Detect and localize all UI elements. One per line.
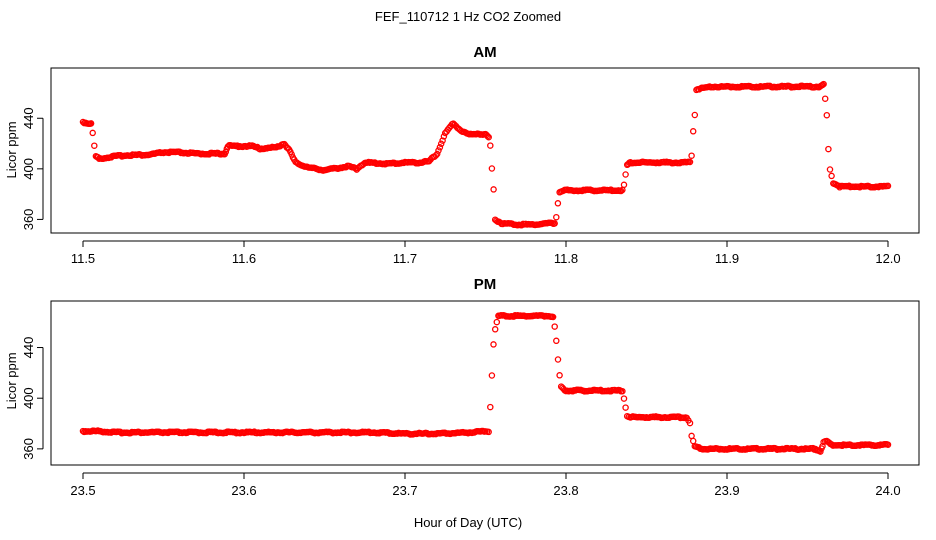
data-point <box>884 441 892 448</box>
data-point <box>825 145 832 153</box>
x-tick-label: 23.9 <box>714 483 739 498</box>
y-tick-label: 360 <box>21 209 36 231</box>
data-point <box>826 166 834 173</box>
panel-am-y-axis: 360 400 440 <box>21 107 44 231</box>
data-point <box>553 213 560 221</box>
data-point <box>551 323 558 330</box>
data-point <box>490 341 497 348</box>
data-point <box>554 356 562 363</box>
x-tick-label: 23.7 <box>392 483 417 498</box>
data-point <box>686 419 694 427</box>
data-point <box>622 171 629 178</box>
data-point <box>689 128 697 135</box>
panel-am-x-axis: 11.5 11.6 11.7 11.8 11.9 12.0 <box>71 240 901 266</box>
data-point <box>688 432 695 440</box>
data-point <box>554 200 562 207</box>
panel-pm: PM 23.5 23.6 23.7 23.8 23.9 24.0 360 400 440 Li… <box>4 276 920 498</box>
x-tick-label: 23.8 <box>553 483 578 498</box>
data-point <box>436 144 444 151</box>
panel-am-title: AM <box>473 44 496 61</box>
data-point <box>437 140 445 148</box>
data-point <box>484 132 491 140</box>
data-point <box>433 150 441 158</box>
x-tick-label: 11.6 <box>232 251 256 266</box>
data-point <box>91 142 98 149</box>
y-tick-label: 400 <box>21 387 36 409</box>
x-tick-label: 11.9 <box>715 251 739 266</box>
data-point <box>485 428 492 436</box>
data-point <box>686 158 694 166</box>
panel-pm-title: PM <box>474 276 497 293</box>
panel-am-points <box>79 80 892 229</box>
data-point <box>817 448 824 455</box>
data-point <box>691 111 699 119</box>
panel-pm-plot-box <box>50 300 920 466</box>
y-tick-label: 360 <box>21 438 36 460</box>
data-point <box>619 387 626 395</box>
y-tick-label: 440 <box>21 337 36 359</box>
data-point <box>620 181 628 189</box>
data-point <box>823 111 831 119</box>
panel-am-plot-box <box>50 67 920 234</box>
data-point <box>493 318 501 326</box>
y-tick-label: 440 <box>21 107 36 129</box>
data-point <box>487 142 494 149</box>
panel-am-y-label: Licor ppm <box>4 121 19 178</box>
figure-title: FEF_110712 1 Hz CO2 Zoomed <box>375 9 561 24</box>
panel-pm-x-axis: 23.5 23.6 23.7 23.8 23.9 24.0 <box>70 472 901 498</box>
data-point <box>440 133 448 140</box>
data-point <box>439 137 446 144</box>
x-tick-label: 11.8 <box>554 251 578 266</box>
data-point <box>491 326 499 333</box>
data-point <box>87 120 95 127</box>
data-point <box>828 172 835 180</box>
x-tick-label: 23.5 <box>70 483 95 498</box>
panel-am: AM 11.5 11.6 11.7 11.8 11.9 12.0 360 400 440 Li… <box>4 44 920 266</box>
panel-pm-y-axis: 360 400 440 <box>21 337 44 460</box>
data-point <box>488 165 496 172</box>
data-point <box>89 129 96 137</box>
data-point <box>884 182 892 190</box>
data-point <box>487 403 494 411</box>
data-point <box>819 442 826 450</box>
data-point <box>488 372 496 379</box>
data-point <box>490 186 497 193</box>
panel-pm-points <box>79 312 892 455</box>
data-point <box>689 437 697 445</box>
x-tick-label: 23.6 <box>231 483 256 498</box>
data-point <box>688 152 695 159</box>
data-point <box>553 337 560 345</box>
data-point <box>222 148 230 156</box>
x-tick-label: 11.5 <box>71 251 95 266</box>
x-tick-label: 24.0 <box>875 483 900 498</box>
data-point <box>556 372 563 379</box>
data-point <box>432 152 440 159</box>
data-point <box>820 80 827 88</box>
data-point <box>551 220 558 227</box>
x-tick-label: 12.0 <box>875 251 900 266</box>
data-point <box>288 151 295 158</box>
panel-pm-y-label: Licor ppm <box>4 352 19 409</box>
figure-x-label: Hour of Day (UTC) <box>414 515 522 530</box>
data-point <box>549 313 557 321</box>
data-point <box>622 404 629 411</box>
data-point <box>620 395 628 402</box>
data-point <box>821 95 829 102</box>
data-point <box>435 147 442 154</box>
data-point <box>352 165 359 172</box>
data-point <box>617 187 625 195</box>
x-tick-label: 11.7 <box>393 251 417 266</box>
y-tick-label: 400 <box>21 158 36 180</box>
data-point <box>485 133 492 141</box>
